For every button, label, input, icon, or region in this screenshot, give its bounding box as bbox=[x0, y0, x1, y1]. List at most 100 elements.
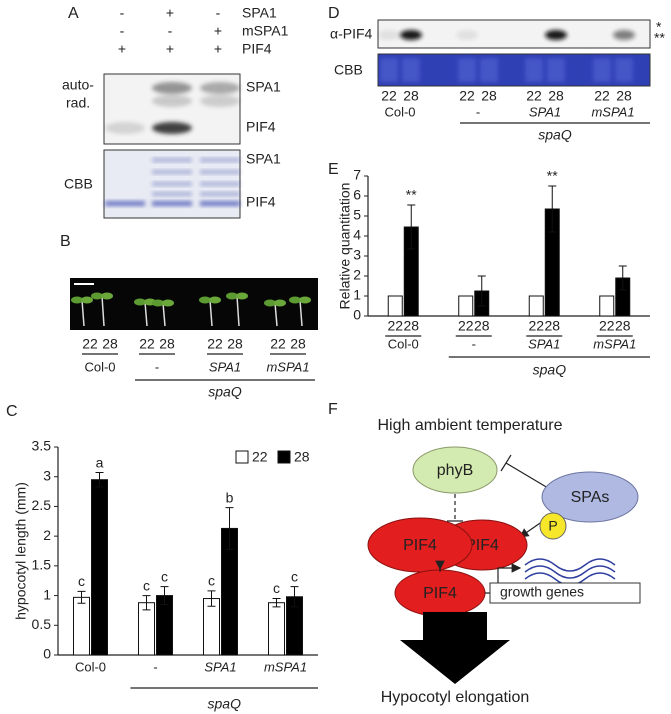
legend-label: 22 bbox=[252, 449, 268, 465]
bar bbox=[528, 295, 544, 317]
cbb-lane bbox=[615, 58, 633, 82]
blot-label: rad. bbox=[66, 95, 90, 111]
y-tick-label: 1 bbox=[353, 287, 361, 303]
genotype-label: SPA1 bbox=[209, 359, 241, 374]
seedling-stem bbox=[81, 299, 85, 327]
bar-label: 22 bbox=[528, 318, 544, 334]
band bbox=[105, 201, 145, 206]
legend-swatch bbox=[277, 450, 291, 464]
output-label: Hypocotyl elongation bbox=[381, 689, 530, 706]
sign: + bbox=[166, 5, 174, 21]
significance-label: ** bbox=[547, 168, 558, 184]
lane-label: 28 bbox=[290, 336, 306, 352]
cbb-lane bbox=[547, 58, 565, 82]
bar-label: 28 bbox=[615, 318, 631, 334]
x-tick-label: mSPA1 bbox=[264, 659, 307, 674]
y-tick-label: 2 bbox=[43, 527, 51, 543]
band bbox=[200, 192, 240, 196]
seedling-stem bbox=[144, 301, 148, 327]
band bbox=[456, 30, 478, 40]
error-bar bbox=[77, 590, 86, 604]
lane-label: 28 bbox=[481, 88, 497, 104]
legend-swatch bbox=[235, 450, 249, 464]
diagram-title: High ambient temperature bbox=[378, 417, 563, 434]
node-label: PIF4 bbox=[465, 537, 499, 554]
significance-label: c bbox=[273, 580, 280, 596]
cotyledon bbox=[199, 296, 211, 304]
seedling-stem bbox=[209, 299, 213, 327]
node bbox=[412, 446, 498, 494]
band bbox=[152, 182, 192, 186]
cotyledon bbox=[162, 299, 174, 307]
bar bbox=[599, 295, 615, 317]
inhibition-bar bbox=[500, 454, 512, 472]
bar-label: 22 bbox=[458, 318, 474, 334]
band bbox=[152, 201, 192, 206]
sign: - bbox=[120, 5, 125, 21]
node bbox=[541, 471, 639, 523]
genotype-label: Col-0 bbox=[84, 359, 115, 374]
cotyledon bbox=[91, 292, 103, 300]
y-tick-label: 3 bbox=[353, 247, 361, 263]
band bbox=[152, 95, 192, 107]
sign: + bbox=[214, 41, 222, 57]
seedling-stem bbox=[101, 295, 105, 327]
cbb-lane bbox=[458, 58, 476, 82]
bar bbox=[458, 295, 474, 317]
x-tick-label: - bbox=[472, 336, 476, 351]
group-label: spaQ bbox=[208, 696, 242, 712]
y-tick-label: 4 bbox=[353, 227, 361, 243]
row-label: SPA1 bbox=[242, 5, 277, 21]
lane-label: 28 bbox=[102, 336, 118, 352]
node-label: PIF4 bbox=[403, 537, 437, 554]
sign: + bbox=[166, 41, 174, 57]
band-label: PIF4 bbox=[246, 119, 276, 135]
panel-label: E bbox=[328, 161, 339, 178]
mrna-wave bbox=[524, 558, 616, 572]
panel-label: F bbox=[328, 401, 338, 418]
cbb-lane bbox=[402, 58, 420, 82]
group-label: spaQ bbox=[208, 384, 242, 400]
significance-label: c bbox=[143, 577, 150, 593]
band-mark: ** bbox=[654, 30, 665, 46]
genotype-label: SPA1 bbox=[529, 104, 561, 119]
bar-label: 22 bbox=[387, 318, 403, 334]
node-label: PIF4 bbox=[423, 585, 457, 602]
lane-label: 28 bbox=[227, 336, 243, 352]
cotyledon bbox=[299, 296, 311, 304]
y-tick-label: 0 bbox=[43, 646, 51, 662]
gene-box-label: growth genes bbox=[500, 584, 584, 600]
error-bar bbox=[290, 586, 299, 608]
error-bar bbox=[142, 595, 151, 611]
genotype-label: mSPA1 bbox=[266, 359, 309, 374]
blot-label: auto- bbox=[62, 77, 94, 93]
band bbox=[152, 158, 192, 162]
x-tick-label: mSPA1 bbox=[593, 336, 636, 351]
band bbox=[200, 158, 240, 162]
significance-label: c bbox=[208, 573, 215, 589]
error-bar bbox=[407, 204, 416, 250]
node-label: SPAs bbox=[571, 489, 610, 506]
lane-label: 22 bbox=[207, 336, 223, 352]
band-mark: * bbox=[656, 19, 662, 35]
error-bar bbox=[272, 598, 281, 608]
band bbox=[613, 30, 635, 40]
band bbox=[378, 30, 400, 40]
panel-label: C bbox=[6, 403, 18, 420]
cotyledon bbox=[274, 299, 286, 307]
y-tick-label: 2 bbox=[353, 267, 361, 283]
error-bar bbox=[618, 265, 627, 291]
sign: - bbox=[216, 5, 221, 21]
genotype-label: - bbox=[476, 104, 480, 119]
y-tick-label: 7 bbox=[353, 167, 361, 183]
cotyledon bbox=[81, 296, 93, 304]
lane-label: 22 bbox=[459, 88, 475, 104]
cbb-lane bbox=[480, 58, 498, 82]
cotyledon bbox=[236, 292, 248, 300]
bar-label: 28 bbox=[403, 318, 419, 334]
cotyledon bbox=[289, 296, 301, 304]
bar-label: 28 bbox=[474, 318, 490, 334]
cbb-lane bbox=[525, 58, 543, 82]
bar-label: 28 bbox=[544, 318, 560, 334]
